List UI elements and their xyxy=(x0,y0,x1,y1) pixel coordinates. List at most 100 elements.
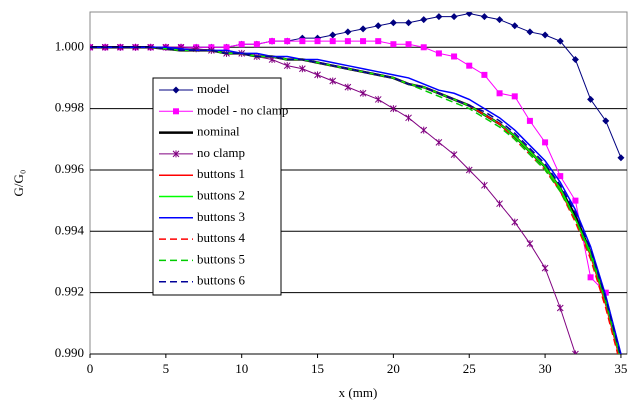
marker xyxy=(172,150,180,158)
marker xyxy=(329,77,337,85)
marker xyxy=(405,114,412,122)
legend: model model - no clamp nominal no clamp butt… xyxy=(152,77,288,296)
marker xyxy=(526,28,534,36)
legend-label: buttons 1 xyxy=(197,166,245,181)
marker xyxy=(451,53,458,60)
marker xyxy=(405,41,412,48)
grid: 0.990 0.992 0.994 0.996 0.998 1.000 0 5 10 15 20 25… xyxy=(55,38,628,376)
x-tick-label: 5 xyxy=(163,361,170,376)
marker xyxy=(420,16,428,24)
marker xyxy=(617,154,625,162)
marker xyxy=(390,41,397,48)
legend-label: buttons 2 xyxy=(197,187,245,202)
marker xyxy=(496,16,504,24)
marker xyxy=(223,44,230,51)
marker xyxy=(269,38,276,45)
marker xyxy=(238,41,245,48)
marker xyxy=(360,38,367,45)
marker xyxy=(374,95,382,103)
marker xyxy=(314,38,321,45)
series-line xyxy=(90,46,622,354)
legend-label: buttons 6 xyxy=(197,273,246,288)
marker xyxy=(556,37,564,45)
marker xyxy=(572,350,579,354)
legend-label: buttons 4 xyxy=(197,230,246,245)
marker xyxy=(480,13,488,21)
marker xyxy=(359,25,367,33)
marker xyxy=(556,304,564,312)
marker xyxy=(496,90,503,97)
marker xyxy=(172,86,180,94)
marker xyxy=(602,289,609,296)
y-tick-label: 0.994 xyxy=(55,222,85,237)
marker xyxy=(283,62,291,70)
marker xyxy=(389,19,397,27)
marker xyxy=(526,240,534,248)
marker xyxy=(374,22,382,30)
marker xyxy=(420,126,428,134)
x-tick-label: 10 xyxy=(235,361,248,376)
x-tick-label: 35 xyxy=(614,361,627,376)
marker xyxy=(405,19,413,27)
marker xyxy=(435,50,442,57)
y-axis-label: G/G₀ xyxy=(11,170,26,197)
marker xyxy=(253,41,260,48)
x-tick-label: 15 xyxy=(311,361,324,376)
marker xyxy=(526,117,533,124)
y-tick-label: 0.996 xyxy=(55,161,85,176)
x-tick-label: 30 xyxy=(539,361,552,376)
x-tick-label: 0 xyxy=(87,361,94,376)
marker xyxy=(481,181,488,189)
marker xyxy=(450,151,458,159)
marker xyxy=(465,166,473,174)
marker xyxy=(344,38,351,45)
marker xyxy=(284,38,291,45)
marker xyxy=(390,105,397,113)
legend-label: model - no clamp xyxy=(197,102,288,117)
marker xyxy=(90,43,94,51)
y-tick-label: 0.998 xyxy=(55,100,84,115)
y-tick-label: 0.990 xyxy=(55,345,84,360)
legend-label: buttons 3 xyxy=(197,209,245,224)
legend-label: nominal xyxy=(197,124,240,139)
marker xyxy=(496,200,503,208)
marker xyxy=(299,38,306,45)
x-axis-label: x (mm) xyxy=(339,385,378,400)
marker xyxy=(542,139,549,146)
marker xyxy=(541,264,549,272)
marker xyxy=(329,31,337,39)
y-tick-label: 0.992 xyxy=(55,284,84,299)
marker xyxy=(511,22,519,30)
marker xyxy=(587,95,595,103)
legend-label: buttons 5 xyxy=(197,251,245,266)
marker xyxy=(511,93,518,100)
y-tick-label: 1.000 xyxy=(55,38,84,53)
marker xyxy=(572,197,579,204)
marker xyxy=(314,71,321,79)
series-group xyxy=(90,12,625,354)
marker xyxy=(557,173,564,180)
series-line xyxy=(90,46,621,354)
x-tick-label: 25 xyxy=(463,361,476,376)
marker xyxy=(329,38,336,45)
marker xyxy=(375,38,382,45)
x-tick-label: 20 xyxy=(387,361,400,376)
marker xyxy=(344,28,352,36)
marker xyxy=(541,31,549,39)
marker xyxy=(299,65,306,73)
marker xyxy=(481,71,488,78)
marker xyxy=(435,13,443,21)
marker xyxy=(344,83,352,91)
marker xyxy=(359,89,367,97)
marker xyxy=(571,56,579,64)
legend-label: model xyxy=(197,81,230,96)
marker xyxy=(465,12,473,18)
marker xyxy=(420,44,427,51)
marker xyxy=(466,62,473,69)
marker xyxy=(173,108,179,115)
marker xyxy=(511,218,519,226)
marker xyxy=(450,13,458,21)
legend-label: no clamp xyxy=(197,145,245,160)
marker xyxy=(602,117,610,125)
